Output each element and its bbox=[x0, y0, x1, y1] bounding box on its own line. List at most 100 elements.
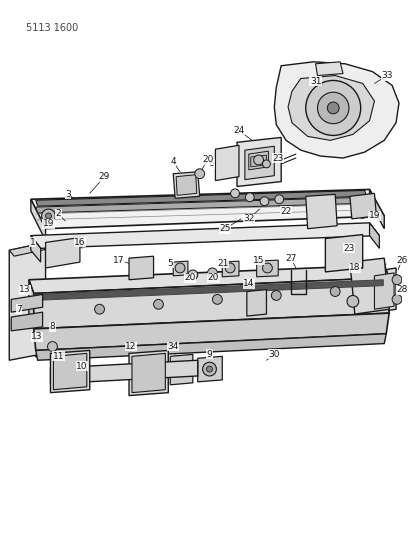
Polygon shape bbox=[132, 353, 165, 393]
Polygon shape bbox=[245, 146, 274, 180]
Circle shape bbox=[195, 169, 204, 179]
Circle shape bbox=[392, 275, 402, 285]
Polygon shape bbox=[53, 353, 87, 390]
Polygon shape bbox=[9, 243, 51, 256]
Circle shape bbox=[203, 362, 216, 376]
Text: 22: 22 bbox=[280, 206, 292, 215]
Text: 14: 14 bbox=[243, 279, 255, 288]
Circle shape bbox=[254, 155, 264, 165]
Text: 9: 9 bbox=[206, 350, 213, 359]
Text: 19: 19 bbox=[369, 212, 380, 221]
Polygon shape bbox=[31, 236, 41, 262]
Text: 24: 24 bbox=[233, 126, 245, 135]
Circle shape bbox=[206, 366, 213, 372]
Text: 17: 17 bbox=[113, 256, 125, 264]
Text: 20: 20 bbox=[202, 156, 213, 165]
Text: 20: 20 bbox=[208, 273, 219, 282]
Text: 8: 8 bbox=[49, 322, 55, 332]
Text: 27: 27 bbox=[285, 254, 297, 263]
Polygon shape bbox=[11, 294, 42, 312]
Circle shape bbox=[47, 342, 58, 351]
Text: 1: 1 bbox=[30, 238, 35, 247]
Polygon shape bbox=[35, 280, 383, 301]
Circle shape bbox=[46, 213, 51, 219]
Text: 23: 23 bbox=[343, 244, 355, 253]
Polygon shape bbox=[51, 350, 90, 393]
Circle shape bbox=[225, 263, 235, 273]
Circle shape bbox=[208, 268, 217, 278]
Text: 5: 5 bbox=[167, 259, 173, 268]
Text: 15: 15 bbox=[253, 256, 264, 264]
Text: 11: 11 bbox=[53, 352, 64, 361]
Text: 16: 16 bbox=[74, 238, 86, 247]
Polygon shape bbox=[173, 261, 188, 276]
Polygon shape bbox=[325, 235, 363, 272]
Polygon shape bbox=[173, 172, 200, 198]
Polygon shape bbox=[31, 223, 379, 248]
Polygon shape bbox=[51, 360, 198, 384]
Text: 33: 33 bbox=[381, 71, 393, 80]
Text: 13: 13 bbox=[19, 285, 31, 294]
Polygon shape bbox=[36, 334, 386, 360]
Text: 13: 13 bbox=[31, 332, 42, 341]
Circle shape bbox=[271, 290, 281, 301]
Polygon shape bbox=[215, 146, 239, 181]
Polygon shape bbox=[237, 138, 281, 187]
Text: 5113 1600: 5113 1600 bbox=[26, 22, 78, 33]
Polygon shape bbox=[34, 313, 389, 350]
Polygon shape bbox=[315, 62, 343, 76]
Polygon shape bbox=[370, 189, 384, 229]
Circle shape bbox=[175, 263, 185, 273]
Text: 10: 10 bbox=[76, 362, 88, 370]
Polygon shape bbox=[29, 265, 389, 294]
Circle shape bbox=[275, 195, 284, 204]
Text: 31: 31 bbox=[310, 77, 321, 86]
Circle shape bbox=[188, 270, 198, 280]
Text: 34: 34 bbox=[168, 342, 179, 351]
Text: 3: 3 bbox=[65, 190, 71, 199]
Polygon shape bbox=[31, 189, 384, 229]
Text: 28: 28 bbox=[396, 285, 408, 294]
Text: 18: 18 bbox=[349, 263, 361, 272]
Text: 23: 23 bbox=[273, 154, 284, 163]
Text: 30: 30 bbox=[268, 350, 280, 359]
Polygon shape bbox=[11, 312, 42, 331]
Circle shape bbox=[330, 287, 340, 296]
Polygon shape bbox=[129, 350, 168, 395]
Polygon shape bbox=[46, 238, 80, 268]
Text: 26: 26 bbox=[396, 256, 408, 264]
Text: 20: 20 bbox=[184, 273, 195, 282]
Circle shape bbox=[260, 197, 269, 206]
Polygon shape bbox=[306, 195, 337, 229]
Text: 2: 2 bbox=[55, 209, 61, 219]
Polygon shape bbox=[9, 243, 46, 360]
Polygon shape bbox=[129, 256, 153, 280]
Text: 6: 6 bbox=[208, 159, 214, 168]
Circle shape bbox=[42, 209, 55, 223]
Polygon shape bbox=[176, 175, 197, 195]
Text: 21: 21 bbox=[217, 259, 229, 268]
Polygon shape bbox=[375, 273, 394, 309]
Text: 25: 25 bbox=[220, 224, 231, 233]
Polygon shape bbox=[36, 190, 367, 206]
Circle shape bbox=[231, 189, 239, 198]
Circle shape bbox=[347, 295, 359, 307]
Circle shape bbox=[306, 80, 361, 135]
Polygon shape bbox=[373, 268, 396, 313]
Circle shape bbox=[245, 193, 254, 201]
Polygon shape bbox=[198, 357, 222, 382]
Polygon shape bbox=[350, 193, 377, 219]
Text: 32: 32 bbox=[243, 214, 255, 223]
Circle shape bbox=[213, 294, 222, 304]
Text: 12: 12 bbox=[125, 342, 137, 351]
Polygon shape bbox=[257, 260, 278, 277]
Circle shape bbox=[262, 160, 271, 168]
Text: 29: 29 bbox=[99, 172, 110, 181]
Circle shape bbox=[317, 92, 349, 124]
Circle shape bbox=[392, 294, 402, 304]
Circle shape bbox=[95, 304, 104, 314]
Circle shape bbox=[327, 102, 339, 114]
Circle shape bbox=[153, 300, 163, 309]
Polygon shape bbox=[274, 62, 399, 158]
Polygon shape bbox=[29, 280, 34, 329]
